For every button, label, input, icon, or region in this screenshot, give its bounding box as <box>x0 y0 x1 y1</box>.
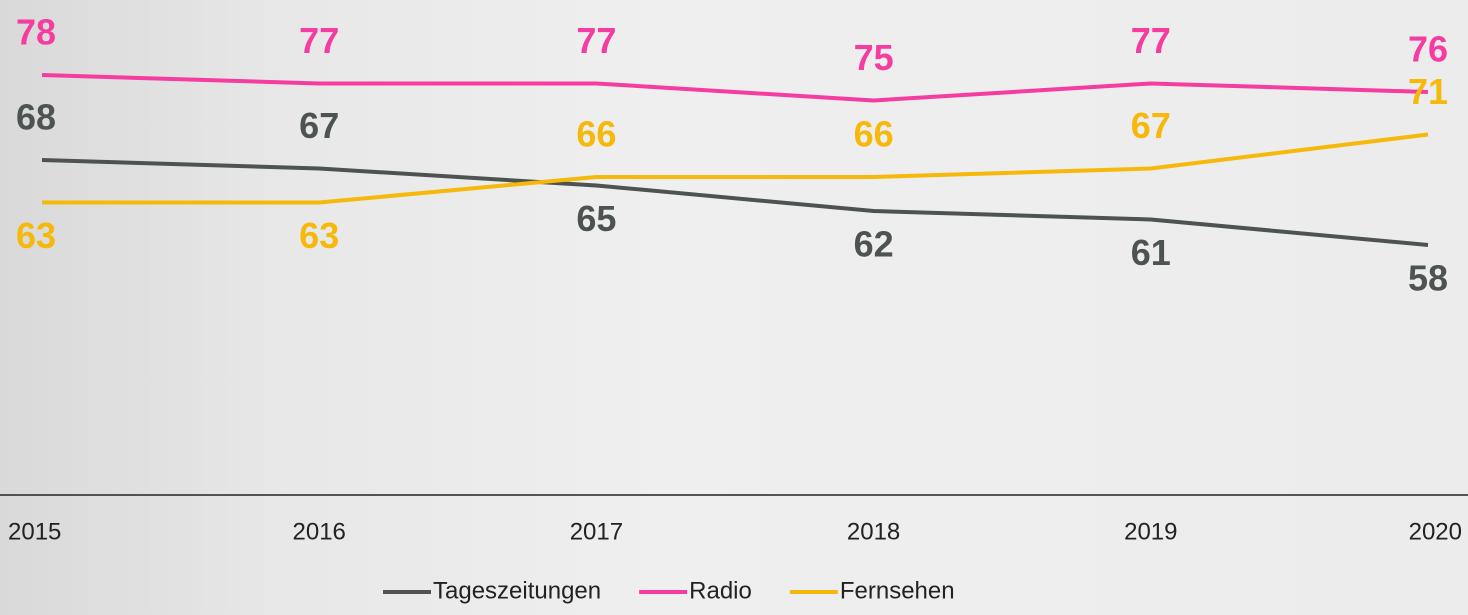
x-tick-label: 2018 <box>847 518 900 545</box>
data-label: 67 <box>1131 105 1171 146</box>
data-label: 66 <box>854 114 894 155</box>
line <box>42 75 1428 101</box>
data-label: 71 <box>1408 71 1448 112</box>
legend-label: Fernsehen <box>840 577 955 604</box>
data-label: 77 <box>576 20 616 61</box>
data-label: 63 <box>299 215 339 256</box>
data-label: 68 <box>16 97 56 138</box>
data-label: 77 <box>299 20 339 61</box>
chart: 2015 2016 2017 2018 2019 2020 68 67 65 62 61 58 78 77… <box>0 0 1468 615</box>
data-label: 58 <box>1408 258 1448 299</box>
data-label: 76 <box>1408 29 1448 70</box>
data-label: 66 <box>576 114 616 155</box>
legend-label: Radio <box>689 577 752 604</box>
x-tick-label: 2017 <box>570 518 623 545</box>
data-label: 61 <box>1131 232 1171 273</box>
line <box>42 135 1428 203</box>
data-label: 78 <box>16 12 56 53</box>
x-tick-label: 2020 <box>1409 518 1462 545</box>
x-tick-label: 2019 <box>1124 518 1177 545</box>
data-label: 77 <box>1131 20 1171 61</box>
data-label: 75 <box>854 37 894 78</box>
x-tick-label: 2015 <box>8 518 61 545</box>
data-label: 67 <box>299 105 339 146</box>
data-label: 62 <box>854 224 894 265</box>
data-label: 63 <box>16 215 56 256</box>
x-tick-label: 2016 <box>293 518 346 545</box>
legend-label: Tageszeitungen <box>433 577 601 604</box>
data-label: 65 <box>576 198 616 239</box>
